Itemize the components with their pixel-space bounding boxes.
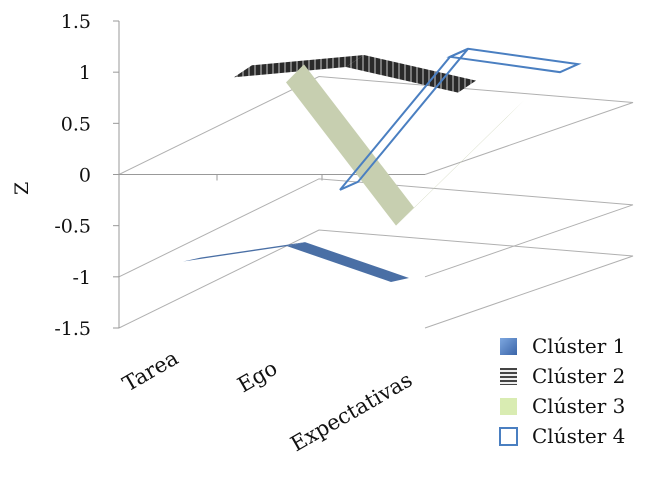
series-3-segment-1: [286, 64, 414, 226]
series-2-segment-1: [234, 55, 364, 78]
series-group: [183, 47, 582, 282]
gridlines: [118, 75, 634, 329]
x-category-label: Tarea: [119, 346, 183, 397]
series-2-segment-2: [346, 55, 476, 93]
legend-label-4: Clúster 4: [532, 424, 625, 448]
y-axis: 1.5 1 0.5 0 -0.5 -1 -1.5: [54, 11, 120, 340]
legend-label-1: Clúster 1: [532, 334, 625, 358]
series-4-segment-2: [446, 47, 582, 74]
y-axis-title: Z: [11, 182, 33, 195]
y-tick-label: -1.5: [54, 318, 91, 340]
legend-label-3: Clúster 3: [532, 394, 625, 418]
y-tick-label: 0: [79, 165, 91, 187]
series-3-segment-2: [396, 100, 524, 226]
y-tick-label: -1: [72, 267, 91, 289]
gridline-plane-1: [118, 178, 634, 278]
gridline-plane-2: [118, 229, 634, 329]
legend: Clúster 1 Clúster 2 Clúster 3 Clúster 4: [499, 334, 625, 448]
legend-swatch-3: [500, 398, 517, 415]
x-category-label: Ego: [234, 356, 282, 397]
series-1-segment-2: [287, 242, 409, 282]
legend-label-2: Clúster 2: [532, 364, 625, 388]
gridline-plane-0: [118, 75, 634, 175]
legend-swatch-4: [499, 427, 518, 446]
y-tick-label: -0.5: [54, 216, 91, 238]
x-axis-categories: Tarea Ego Expectativas: [119, 346, 417, 457]
y-tick-label: 0.5: [61, 113, 91, 135]
y-tick-label: 1.5: [61, 11, 91, 33]
series-1-segment-1: [183, 242, 305, 262]
y-tick-label: 1: [79, 62, 91, 84]
legend-swatch-2: [500, 368, 517, 385]
legend-swatch-1: [500, 338, 517, 355]
x-category-label: Expectativas: [287, 367, 417, 456]
